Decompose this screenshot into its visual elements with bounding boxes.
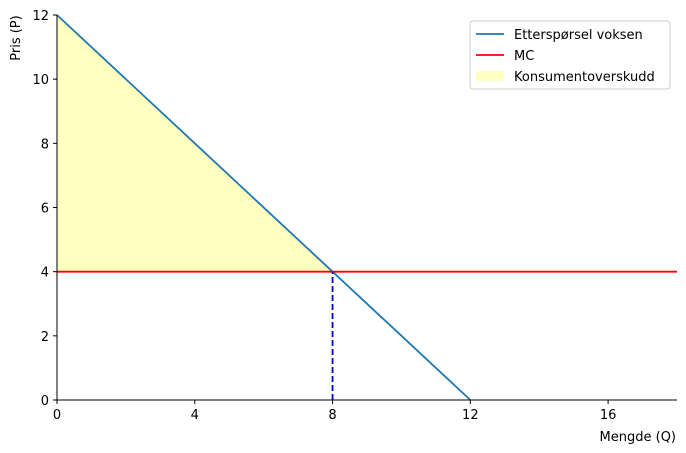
x-tick-label: 12: [462, 408, 479, 423]
y-tick-label: 6: [41, 202, 49, 217]
x-axis-label: Mengde (Q): [600, 430, 676, 445]
legend-entry-mc: MC: [514, 49, 534, 64]
x-tick-label: 4: [191, 408, 199, 423]
y-tick-label: 10: [32, 73, 49, 88]
y-tick-label: 2: [41, 330, 49, 345]
x-tick-label: 16: [600, 408, 617, 423]
legend-entry-consumer-surplus-swatch: [476, 71, 504, 81]
y-axis-label: Pris (P): [9, 15, 24, 60]
legend-entry-demand: Etterspørsel voksen: [514, 28, 643, 43]
y-tick-label: 12: [32, 9, 49, 24]
line-layer: [56, 14, 677, 401]
x-tick-label: 0: [53, 408, 61, 423]
tick-layer: 0 4 8 12 16 0 2 4 6 8 10 12: [32, 9, 616, 423]
legend-entry-consumer-surplus: Konsumentoverskudd: [514, 70, 655, 85]
y-tick-label: 8: [41, 137, 49, 152]
x-tick-label: 8: [328, 408, 336, 423]
legend: Etterspørsel voksen MC Konsumentoverskudd: [469, 20, 671, 90]
y-tick-label: 0: [41, 394, 49, 409]
y-tick-label: 4: [41, 266, 49, 281]
legend-box: [469, 20, 671, 90]
demand-line: [56, 14, 471, 401]
